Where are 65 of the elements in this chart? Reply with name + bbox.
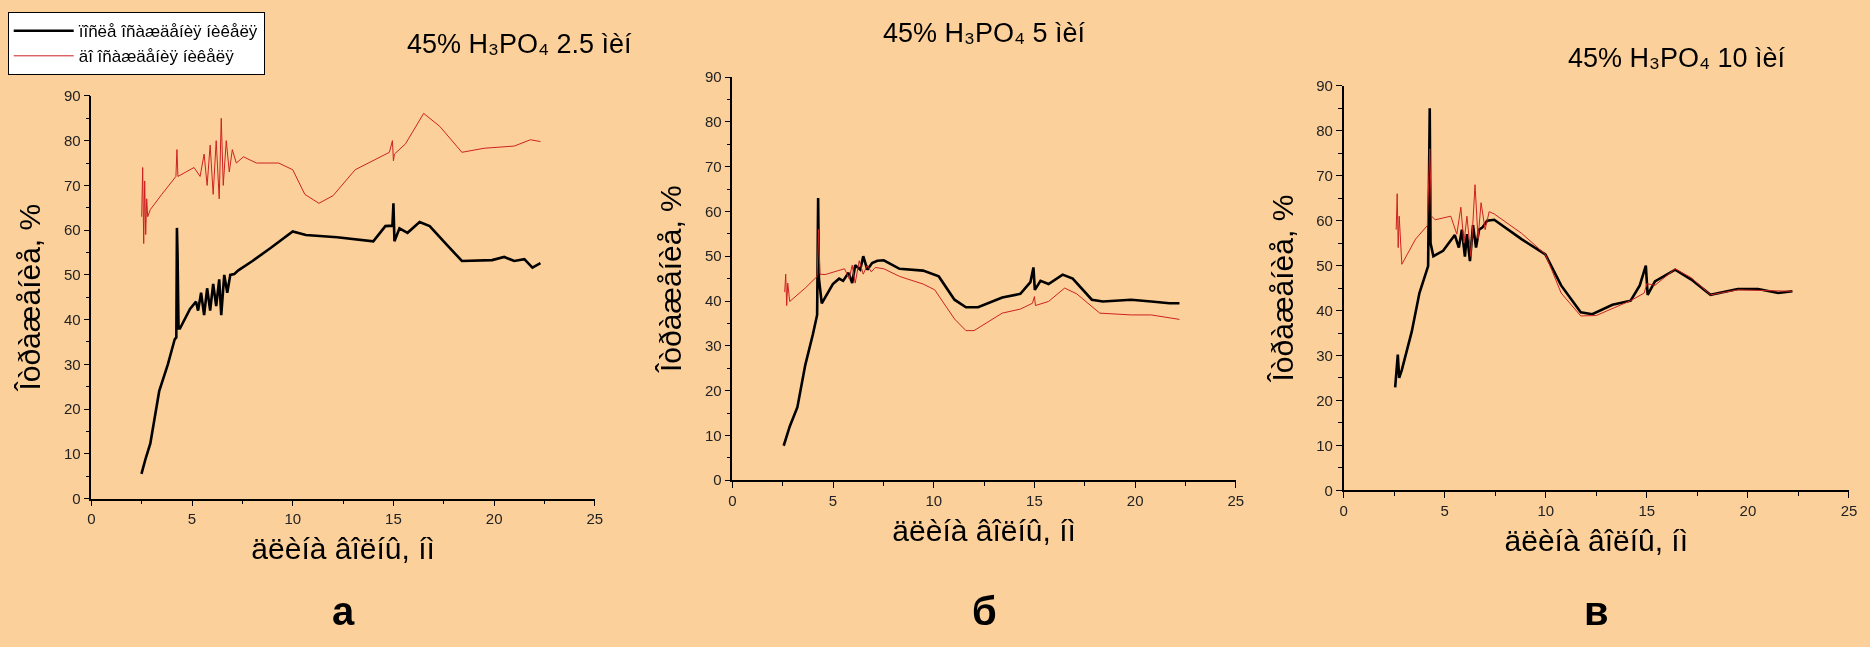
chart-title: 45% H₃PO₄ 10 ìèí — [1568, 43, 1786, 73]
x-tick-label: 0 — [728, 491, 737, 509]
line-series — [141, 112, 541, 245]
x-axis-title: äëèíà âîëíû, íì — [892, 513, 1076, 547]
y-tick-label: 40 — [63, 310, 81, 328]
x-tick-label: 5 — [187, 510, 197, 528]
y-tick-label: 40 — [1316, 301, 1333, 319]
y-tick-label: 30 — [63, 355, 81, 373]
y-tick-label: 30 — [1316, 346, 1333, 364]
y-tick-label: 60 — [63, 221, 81, 239]
line-series — [784, 228, 1180, 332]
y-tick-label: 50 — [704, 247, 722, 265]
y-tick-label: 70 — [63, 176, 81, 194]
x-tick-label: 5 — [828, 491, 838, 509]
text: в — [1584, 589, 1609, 633]
x-axis-title: äëèíà âîëíû, íì — [251, 532, 435, 566]
x-tick-label: 10 — [284, 510, 302, 528]
x-tick-label: 25 — [586, 510, 604, 528]
x-tick-label: 15 — [1638, 502, 1656, 520]
x-tick-label: 0 — [87, 510, 96, 528]
y-axis-title: Îòðàæåíèå, % — [1265, 194, 1299, 383]
x-tick-label: 10 — [925, 491, 943, 509]
y-tick-label: 80 — [1316, 122, 1333, 140]
y-tick-label: 30 — [704, 337, 722, 355]
x-tick-label: 20 — [1126, 491, 1144, 509]
y-tick-label: 10 — [1316, 436, 1333, 454]
text: б — [972, 589, 997, 633]
y-tick-label: 20 — [704, 381, 722, 399]
line-series — [782, 196, 1181, 448]
x-tick-label: 15 — [1026, 491, 1043, 509]
line-series — [140, 201, 542, 476]
y-tick-label: 60 — [704, 202, 722, 220]
text: а — [332, 589, 355, 633]
y-tick-label: 10 — [63, 445, 81, 463]
y-tick-label: 0 — [713, 471, 722, 489]
legend-label: äî îñàæäåíèÿ íèêåëÿ — [78, 47, 235, 67]
x-tick-label: 25 — [1840, 502, 1858, 520]
y-tick-label: 70 — [1316, 166, 1333, 184]
y-tick-label: 60 — [1316, 211, 1333, 229]
line-series — [1395, 148, 1793, 317]
y-tick-label: 40 — [704, 292, 722, 310]
y-tick-label: 70 — [704, 157, 722, 175]
y-tick-label: 50 — [1316, 256, 1333, 274]
x-tick-label: 15 — [385, 510, 402, 528]
y-tick-label: 80 — [63, 131, 81, 149]
y-tick-label: 20 — [1316, 391, 1333, 409]
y-tick-label: 80 — [704, 113, 722, 131]
y-axis-title: Îòðàæåíèå, % — [654, 185, 688, 374]
y-tick-label: 10 — [704, 426, 722, 444]
y-tick-label: 90 — [704, 68, 722, 86]
x-tick-label: 20 — [1739, 502, 1757, 520]
y-tick-label: 50 — [63, 266, 81, 284]
x-axis-title: äëèíà âîëíû, íì — [1504, 524, 1689, 558]
x-tick-label: 25 — [1227, 491, 1245, 509]
x-tick-label: 0 — [1339, 502, 1348, 520]
chart-title: 45% H₃PO₄ 2.5 ìèí — [407, 29, 633, 59]
y-tick-label: 20 — [63, 400, 81, 418]
y-tick-label: 90 — [63, 87, 81, 105]
chart-title: 45% H₃PO₄ 5 ìèí — [883, 18, 1086, 48]
y-tick-label: 90 — [1316, 77, 1333, 95]
x-tick-label: 5 — [1440, 502, 1449, 520]
y-axis-title: Îòðàæåíèå, % — [13, 203, 47, 392]
x-tick-label: 20 — [485, 510, 503, 528]
x-tick-label: 10 — [1537, 502, 1555, 520]
legend-label: ïîñëå îñàæäåíèÿ íèêåëÿ — [78, 22, 258, 42]
